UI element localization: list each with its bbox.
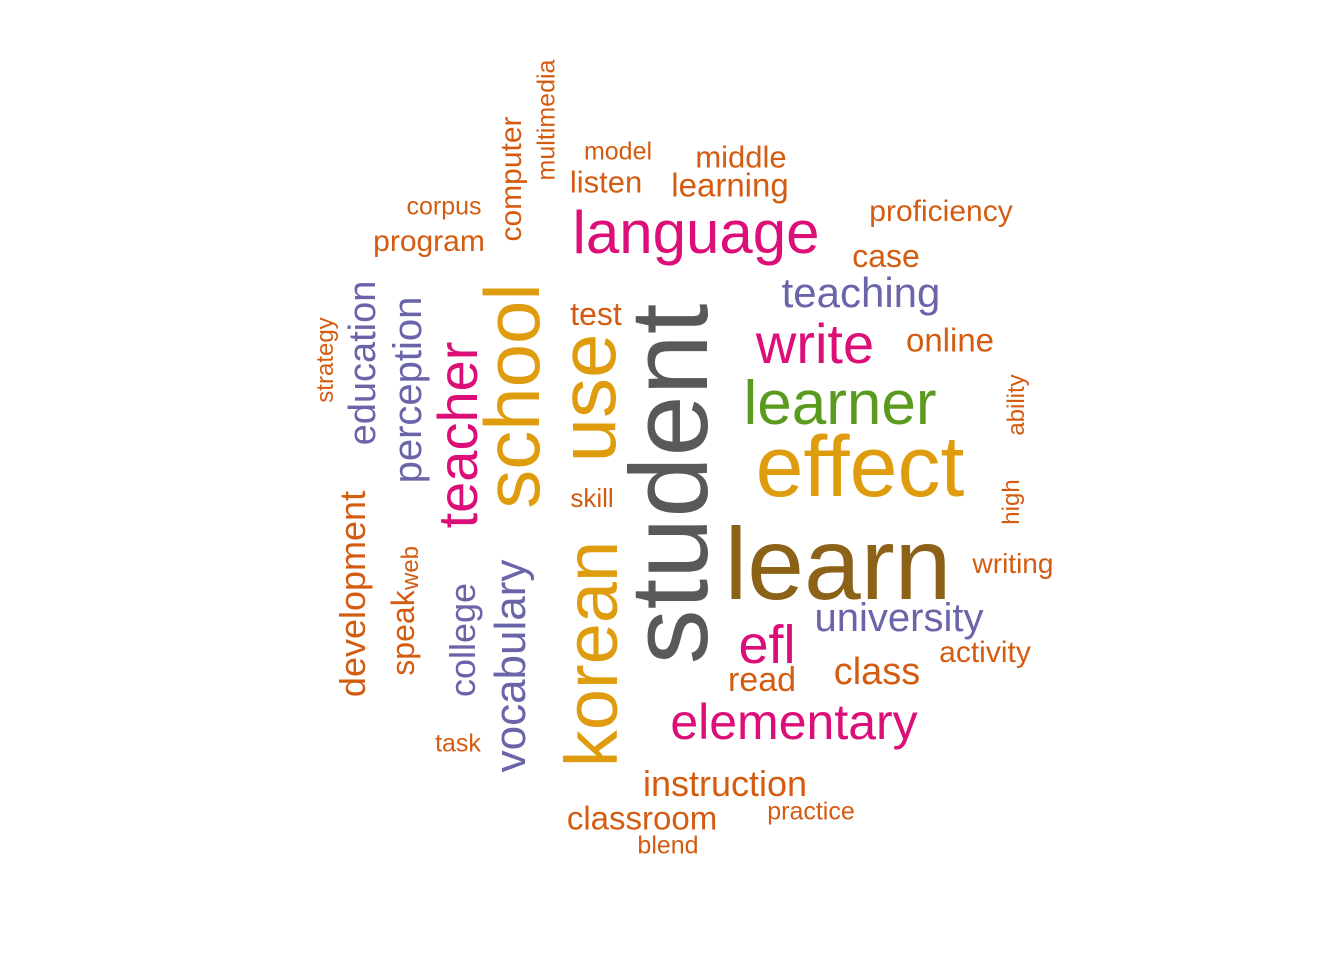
word-write: write xyxy=(755,312,875,375)
word-practice: practice xyxy=(767,797,855,826)
word-writing: writing xyxy=(972,548,1054,579)
word-speak: speak xyxy=(385,590,421,676)
word-learner: learner xyxy=(743,369,937,438)
word-elementary: elementary xyxy=(670,694,918,750)
word-activity: activity xyxy=(939,636,1031,669)
word-skill: skill xyxy=(570,483,614,513)
word-corpus: corpus xyxy=(406,192,482,221)
word-read: read xyxy=(727,661,797,699)
word-computer: computer xyxy=(495,116,528,242)
word-efl: efl xyxy=(738,615,796,675)
word-blend: blend xyxy=(637,831,699,860)
word-multimedia: multimedia xyxy=(532,59,561,181)
word-development: development xyxy=(332,490,373,698)
word-test: test xyxy=(570,296,622,332)
word-instruction: instruction xyxy=(642,763,808,804)
word-model: model xyxy=(583,137,653,166)
word-teacher: teacher xyxy=(426,341,489,529)
word-web: web xyxy=(397,545,424,591)
word-language: language xyxy=(572,199,820,266)
word-korean: korean xyxy=(550,540,633,768)
word-listen: listen xyxy=(569,164,643,200)
word-education: education xyxy=(342,280,384,446)
word-ability: ability xyxy=(1003,374,1030,436)
word-college: college xyxy=(442,582,483,698)
word-program: program xyxy=(373,225,485,258)
word-online: online xyxy=(905,321,995,359)
word-proficiency: proficiency xyxy=(869,195,1013,228)
word-perception: perception xyxy=(386,296,430,484)
word-teaching: teaching xyxy=(781,269,941,316)
word-effect: effect xyxy=(755,419,965,515)
word-learn: learn xyxy=(724,507,952,621)
word-use: use xyxy=(543,333,632,463)
word-university: university xyxy=(814,596,984,640)
word-high: high xyxy=(998,479,1025,525)
word-strategy: strategy xyxy=(312,317,339,403)
word-vocabulary: vocabulary xyxy=(486,559,535,773)
word-class: class xyxy=(833,651,921,693)
word-learning: learning xyxy=(671,166,789,204)
word-task: task xyxy=(435,729,481,758)
word-middle: middle xyxy=(695,139,787,175)
word-classroom: classroom xyxy=(566,799,718,837)
word-case: case xyxy=(852,238,920,274)
